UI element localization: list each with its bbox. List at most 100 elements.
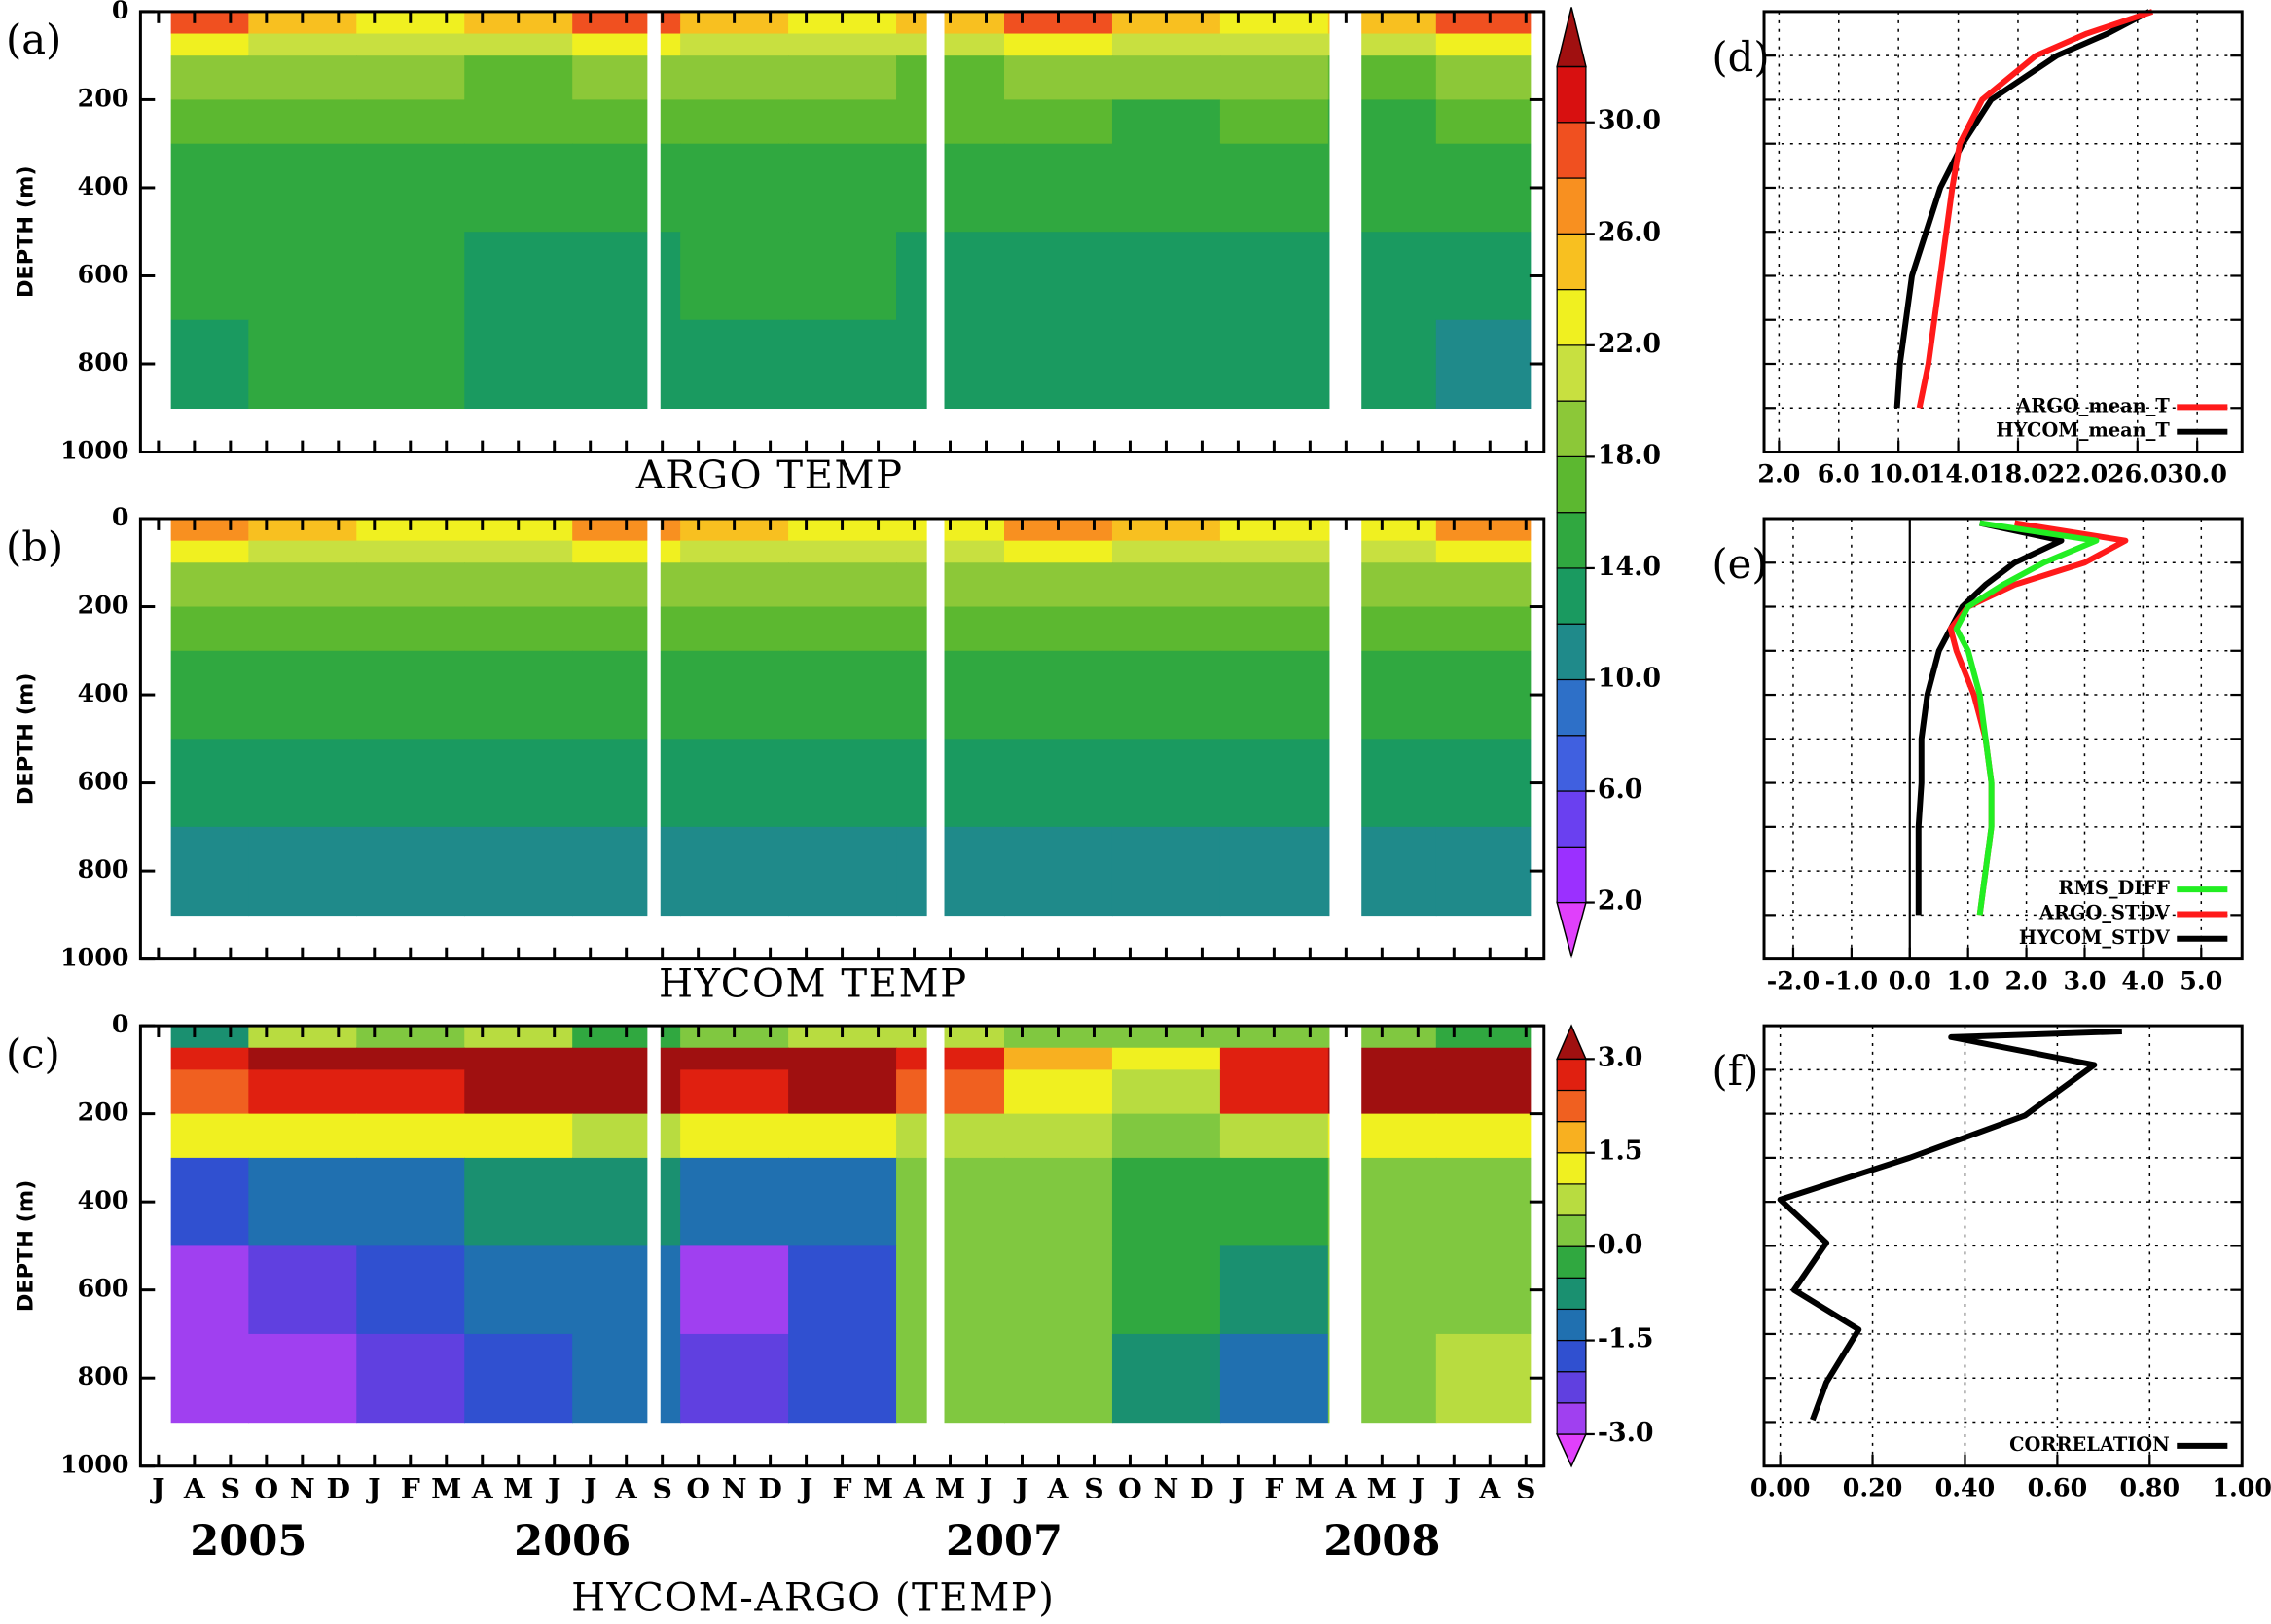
month-label: A [183, 1472, 206, 1505]
legend-label: CORRELATION [2009, 1433, 2170, 1456]
month-label: S [221, 1472, 240, 1505]
x-tick-label: 26.0 [2108, 458, 2168, 487]
month-label: M [1295, 1472, 1325, 1505]
data-gap [647, 1026, 661, 1466]
heat-cell [788, 826, 897, 917]
data-gap [926, 519, 945, 959]
y-tick-label: 200 [78, 591, 129, 620]
month-label: N [290, 1472, 315, 1505]
heat-cell [1219, 33, 1329, 56]
heat-cell [464, 540, 573, 564]
line-series [1915, 520, 2065, 916]
heat-cell [356, 562, 465, 608]
heat-cell [248, 143, 358, 233]
month-label: M [935, 1472, 965, 1505]
heat-cell [572, 1047, 681, 1071]
x-tick-label: 1.00 [2212, 1473, 2271, 1502]
heat-cell [1111, 143, 1221, 233]
heat-cell [680, 1047, 789, 1071]
month-label: A [615, 1472, 638, 1505]
plot-frame [1762, 517, 2244, 961]
heat-cell [1004, 319, 1113, 410]
heat-cell [1004, 739, 1113, 828]
data-gap [140, 1026, 171, 1466]
colorbar-under [1556, 1433, 1588, 1468]
heat-cell [1004, 232, 1113, 321]
heat-cell [1435, 739, 1545, 828]
colorbar-box [1556, 1089, 1587, 1123]
y-tick-label: 0 [112, 0, 129, 24]
colorbar-box [1556, 1245, 1587, 1279]
heat-cell [356, 232, 465, 321]
heat-cell [680, 319, 789, 410]
x-tick-label: -1.0 [1825, 965, 1879, 994]
heat-cell [572, 143, 681, 233]
heat-cell [680, 650, 789, 740]
heat-cell [1435, 99, 1545, 145]
y-tick-label: 200 [78, 1098, 129, 1127]
x-tick-label: 1.0 [1947, 965, 1990, 994]
heat-cell [1111, 1333, 1221, 1424]
heat-cell [1219, 1113, 1329, 1159]
y-tick-label: 400 [78, 171, 129, 200]
heat-cell [896, 99, 1005, 145]
month-label: S [1084, 1472, 1103, 1505]
heat-cell [572, 1113, 681, 1159]
heat-cell [896, 1113, 1005, 1159]
heat-cell [680, 1245, 789, 1335]
heat-cell [1111, 1157, 1221, 1247]
y-tick-label: 0 [112, 502, 129, 531]
heat-cell [1004, 143, 1113, 233]
heat-cell [680, 232, 789, 321]
month-label: D [327, 1472, 351, 1505]
heat-cell [1004, 562, 1113, 608]
heat-cell [572, 650, 681, 740]
heat-cell [788, 55, 897, 101]
heat-cell [896, 55, 1005, 101]
heat-cell [1004, 55, 1113, 101]
heat-cell [248, 1069, 358, 1115]
heat-cell [680, 540, 789, 564]
x-tick-label: 3.0 [2063, 965, 2106, 994]
heat-cell [896, 562, 1005, 608]
colorbar-label: 22.0 [1598, 329, 1661, 359]
y-tick-label: 1000 [60, 1450, 128, 1479]
month-label: N [722, 1472, 747, 1505]
heat-cell [1111, 1069, 1221, 1115]
heat-cell [356, 606, 465, 652]
heat-cell [680, 562, 789, 608]
colorbar-label: 30.0 [1598, 106, 1661, 136]
x-tick-label: 0.20 [1843, 1473, 1903, 1502]
data-gap [1531, 1026, 1544, 1466]
heat-cell [1111, 99, 1221, 145]
colorbar-label: 3.0 [1598, 1042, 1643, 1072]
panel-label: (d) [1712, 33, 1769, 81]
month-label: N [1154, 1472, 1179, 1505]
heat-cell [1435, 606, 1545, 652]
data-gap [926, 11, 945, 452]
colorbar-box [1556, 1402, 1587, 1435]
heat-cell [1219, 650, 1329, 740]
data-gap [140, 519, 171, 959]
panel-label: (e) [1712, 540, 1767, 588]
heat-cell [248, 232, 358, 321]
heat-cell [1219, 232, 1329, 321]
heat-cell [1004, 1069, 1113, 1115]
heat-cell [1004, 540, 1113, 564]
panel-label: (b) [6, 523, 63, 570]
heat-cell [248, 826, 358, 917]
y-tick-label: 600 [78, 259, 129, 288]
month-label: O [686, 1472, 710, 1505]
heat-cell [248, 33, 358, 56]
x-tick-label: 18.0 [1988, 458, 2048, 487]
heat-cell [788, 1113, 897, 1159]
heat-cell [248, 540, 358, 564]
line-series [1893, 9, 2151, 409]
heat-cell [896, 606, 1005, 652]
data-gap [1329, 11, 1362, 452]
heat-cell [680, 1157, 789, 1247]
heat-cell [1004, 606, 1113, 652]
month-label: J [365, 1472, 380, 1505]
legend-label: HYCOM_STDV [2019, 926, 2171, 949]
heat-cell [680, 1333, 789, 1424]
